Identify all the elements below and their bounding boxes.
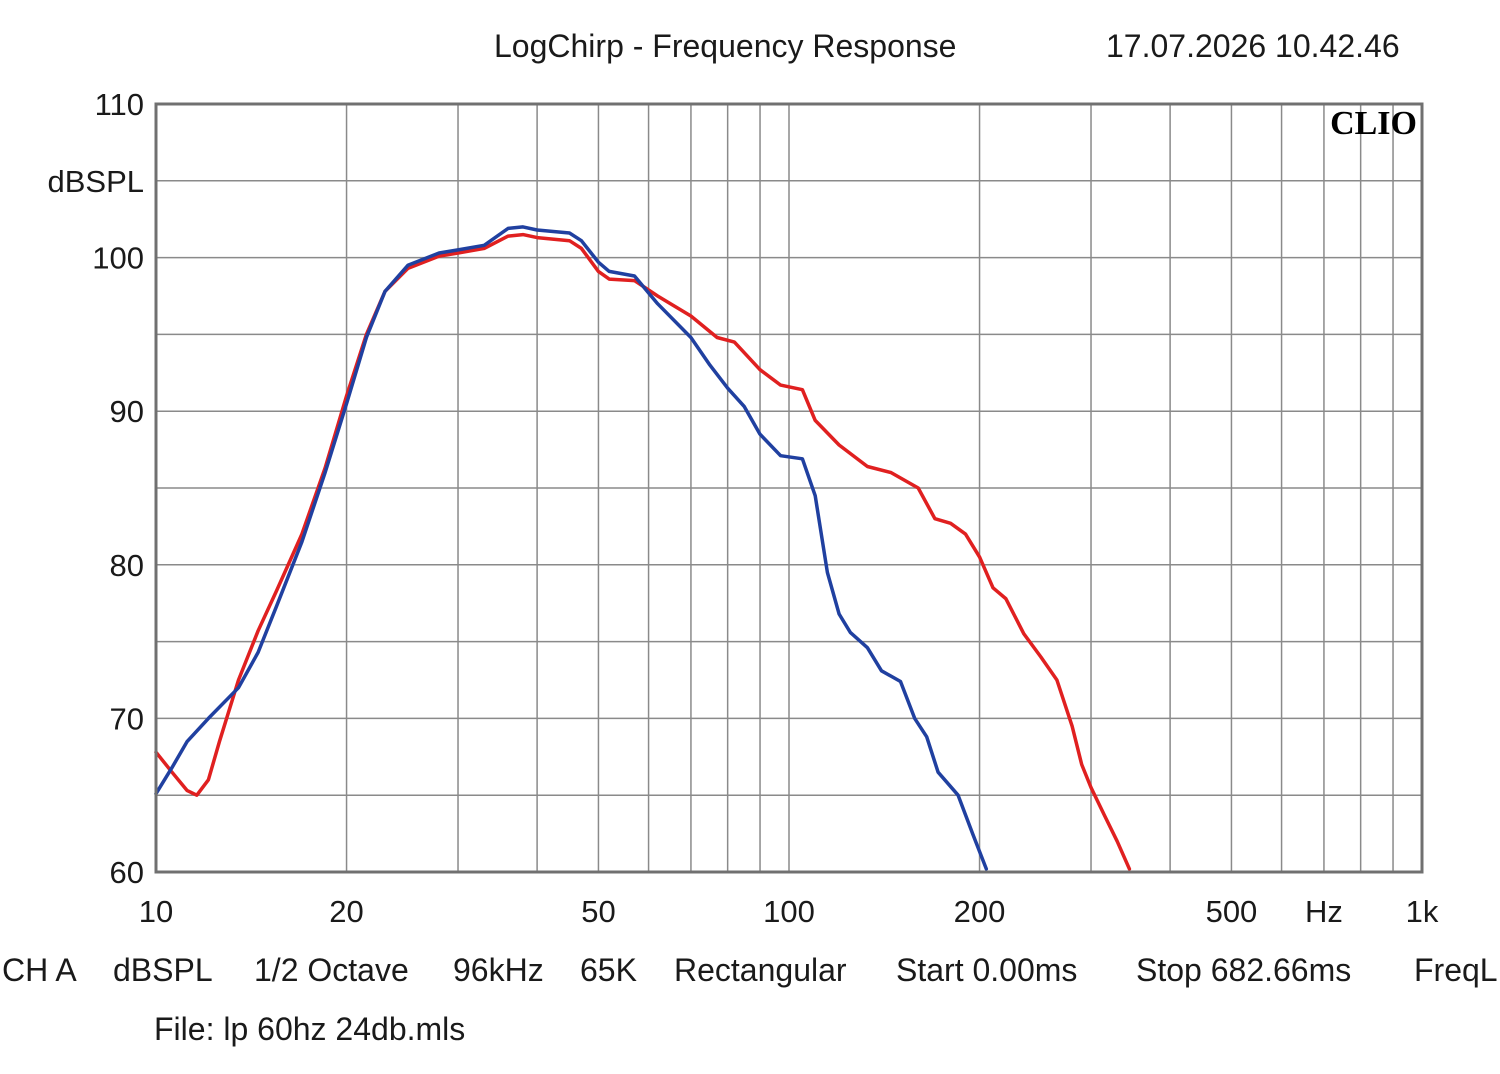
setting-item: CH A	[2, 954, 77, 988]
x-tick-label: 1k	[1406, 894, 1439, 929]
x-tick-label: 10	[139, 894, 173, 929]
x-tick-label: 20	[329, 894, 363, 929]
series-line-1	[154, 232, 1132, 871]
x-tick-label: 100	[763, 894, 815, 929]
file-name: File: lp 60hz 24db.mls	[154, 1011, 466, 1047]
x-axis-label: Hz	[1305, 894, 1343, 929]
setting-item: dBSPL	[113, 954, 213, 988]
clio-logo: CLIO	[1330, 105, 1417, 142]
plot-frame	[154, 102, 1424, 874]
setting-item: Rectangular	[674, 954, 847, 988]
setting-item: Stop 682.66ms	[1136, 954, 1352, 988]
x-tick-label: 200	[954, 894, 1006, 929]
chart-title: LogChirp - Frequency Response	[494, 28, 957, 64]
y-tick-label: 70	[110, 701, 144, 736]
x-tick-label: 50	[581, 894, 615, 929]
y-tick-label: 110	[95, 87, 144, 122]
tick-labels: 110 100 90 80 70 60 10 20 50 100 200 500 1k	[92, 87, 1439, 929]
setting-item: FreqL	[1414, 954, 1498, 988]
measurement-timestamp: 17.07.2026 10.42.46	[1106, 28, 1400, 64]
setting-item: 65K	[580, 954, 637, 988]
y-tick-label: 80	[110, 548, 144, 583]
grid	[156, 104, 1422, 872]
setting-item: Start 0.00ms	[896, 954, 1078, 988]
setting-item: 1/2 Octave	[254, 954, 409, 988]
y-tick-label: 90	[110, 394, 144, 429]
y-tick-label: 60	[110, 855, 144, 890]
y-tick-label: 100	[92, 241, 144, 276]
setting-item: 96kHz	[453, 954, 544, 988]
series-layer	[154, 225, 1132, 871]
y-axis-label: dBSPL	[47, 164, 144, 199]
x-tick-label: 500	[1206, 894, 1258, 929]
measurement-settings: CH A dBSPL 1/2 Octave 96kHz 65K Rectangular St…	[0, 954, 1500, 994]
series-line-2	[154, 225, 989, 871]
